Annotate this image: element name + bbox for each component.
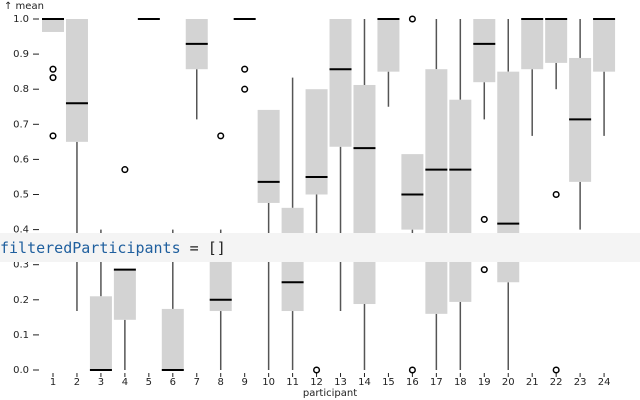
code-cell: filteredParticipants = [] xyxy=(0,239,226,257)
x-tick-label: 4 xyxy=(122,377,128,388)
outlier xyxy=(49,65,57,73)
x-tick-label: 17 xyxy=(430,377,443,388)
outlier xyxy=(480,215,488,223)
y-tick-label: 0.5 xyxy=(13,190,29,201)
box xyxy=(329,19,352,147)
y-tick-label: 0.7 xyxy=(13,119,29,130)
outlier xyxy=(552,366,560,374)
outlier xyxy=(313,366,321,374)
box xyxy=(113,269,136,320)
x-tick-label: 23 xyxy=(574,377,587,388)
box xyxy=(89,296,112,370)
box xyxy=(545,19,568,63)
x-tick-label: 6 xyxy=(170,377,176,388)
x-tick-label: 16 xyxy=(406,377,419,388)
x-tick-label: 19 xyxy=(478,377,491,388)
box xyxy=(593,19,616,72)
outlier xyxy=(408,366,416,374)
x-tick-label: 22 xyxy=(550,377,563,388)
box xyxy=(425,69,448,314)
box xyxy=(497,71,520,283)
x-tick-label: 9 xyxy=(241,377,247,388)
x-axis-label: participant xyxy=(303,388,357,399)
y-tick-label: 0.3 xyxy=(13,260,29,271)
y-tick-label: 0.9 xyxy=(13,49,29,60)
code-value: [] xyxy=(208,239,226,257)
box xyxy=(65,19,88,142)
outlier xyxy=(241,65,249,73)
box xyxy=(305,89,328,195)
code-cell-background xyxy=(0,233,640,262)
outlier xyxy=(552,190,560,199)
x-tick-label: 18 xyxy=(454,377,467,388)
box xyxy=(401,154,424,230)
x-tick-label: 12 xyxy=(310,377,323,388)
x-tick-label: 20 xyxy=(502,377,515,388)
outlier xyxy=(480,266,488,274)
y-tick-label: 0.1 xyxy=(13,330,29,341)
box xyxy=(42,19,64,32)
x-tick-label: 10 xyxy=(262,377,275,388)
y-axis-label: ↑ mean xyxy=(4,1,44,12)
code-operator: = xyxy=(190,239,199,257)
y-tick-label: 0.6 xyxy=(13,154,29,165)
box xyxy=(353,84,376,305)
box xyxy=(473,19,496,83)
box xyxy=(161,308,184,370)
box xyxy=(449,99,472,302)
x-tick-label: 15 xyxy=(382,377,395,388)
y-tick-label: 1.0 xyxy=(13,14,29,25)
y-tick-label: 0.4 xyxy=(13,225,29,236)
code-variable: filteredParticipants xyxy=(0,239,181,257)
box xyxy=(377,19,400,72)
box xyxy=(209,253,232,312)
x-tick-label: 14 xyxy=(358,377,371,388)
outlier xyxy=(49,74,57,82)
x-tick-label: 13 xyxy=(334,377,347,388)
outlier xyxy=(241,85,249,93)
y-tick-label: 0.0 xyxy=(13,365,29,376)
x-tick-label: 8 xyxy=(218,377,224,388)
x-tick-label: 21 xyxy=(526,377,539,388)
x-tick-label: 11 xyxy=(286,377,299,388)
x-tick-label: 7 xyxy=(194,377,200,388)
plot: 0.00.10.20.30.40.50.60.70.80.91.01 2 3 4 5 6 7… xyxy=(13,14,616,388)
outlier xyxy=(217,132,225,140)
box xyxy=(257,109,280,203)
x-tick-label: 24 xyxy=(598,377,611,388)
y-tick-label: 0.2 xyxy=(13,295,29,306)
x-tick-label: 5 xyxy=(146,377,152,388)
box xyxy=(521,19,544,70)
y-tick-label: 0.8 xyxy=(13,84,29,95)
x-tick-label: 3 xyxy=(98,377,104,388)
x-tick-label: 1 xyxy=(50,377,56,388)
outlier xyxy=(49,132,57,140)
x-tick-label: 2 xyxy=(74,377,80,388)
outlier xyxy=(408,15,416,23)
outlier xyxy=(121,166,129,174)
